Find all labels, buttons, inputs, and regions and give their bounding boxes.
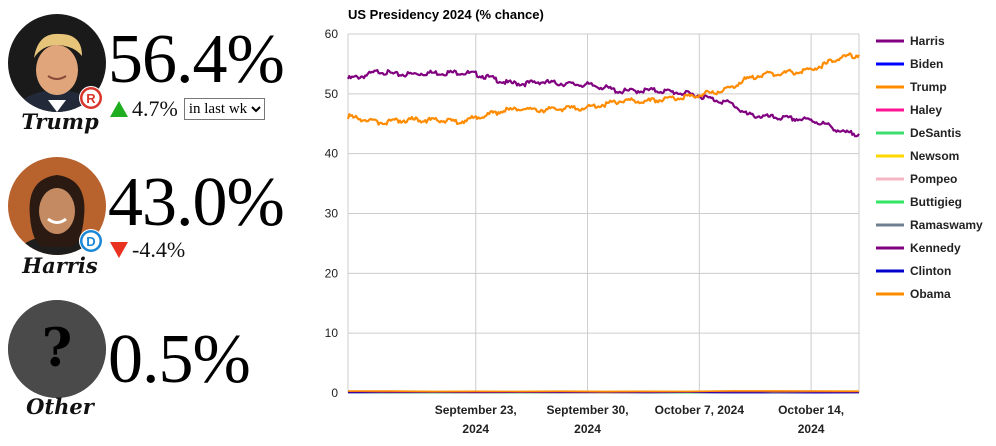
presidency-odds-chart: US Presidency 2024 (% chance) 0 10 20 30 40 5… [325,7,983,436]
x-tick-label: October 14, [778,403,844,417]
y-tick-label: 30 [325,207,339,221]
other-avatar: ? [8,300,106,398]
legend-item-harris[interactable]: Harris [876,34,945,48]
x-tick-label-year: 2024 [462,422,489,436]
candidate-name: Other [26,394,94,419]
legend-item-obama[interactable]: Obama [876,287,951,301]
question-mark-icon: ? [8,300,106,398]
trump-avatar [8,14,106,112]
x-tick-label: October 7, 2024 [655,403,745,417]
legend-label: Obama [910,287,951,301]
x-tick-label-year: 2024 [574,422,601,436]
series-line-obama [348,390,860,393]
x-axis-ticks: September 23, 2024 September 30, 2024 Octobe… [435,403,844,436]
chart-series [346,52,860,394]
harris-portrait-icon [8,157,106,255]
weekly-change: -4.4% [110,237,185,263]
legend-label: Trump [910,80,947,94]
win-percentage: 43.0% [108,164,285,241]
win-percentage: 0.5% [108,321,251,398]
series-line-trump [346,52,860,126]
legend-item-newsom[interactable]: Newsom [876,149,959,163]
chart-title: US Presidency 2024 (% chance) [348,7,544,22]
y-tick-label: 0 [331,386,338,400]
candidate-trump: R Trump 56.4% 4.7% in last wk [0,0,310,140]
svg-text:?: ? [42,318,72,379]
legend-label: Newsom [910,149,959,163]
legend-item-pompeo[interactable]: Pompeo [876,172,957,186]
arrow-up-icon [110,101,128,117]
legend-item-clinton[interactable]: Clinton [876,264,951,278]
legend-label: Biden [910,57,943,71]
y-tick-label: 60 [325,27,339,41]
legend-label: Harris [910,34,945,48]
legend-label: Buttigieg [910,195,962,209]
change-value: -4.4% [132,237,186,262]
arrow-down-icon [110,242,128,258]
series-line-harris [347,68,860,138]
legend-label: Kennedy [910,241,961,255]
weekly-change: 4.7% in last wk [110,96,265,122]
candidate-name: Harris [22,253,98,278]
y-tick-label: 20 [325,266,339,280]
legend-label: Haley [910,103,942,117]
y-tick-label: 40 [325,147,339,161]
period-select[interactable]: in last wk [183,98,265,120]
candidate-harris: D Harris 43.0% -4.4% [0,150,310,290]
y-axis-ticks: 0 10 20 30 40 50 60 [325,27,339,400]
harris-avatar [8,157,106,255]
trump-portrait-icon [8,14,106,112]
y-tick-label: 10 [325,326,339,340]
legend-label: Ramaswamy [910,218,983,232]
legend-label: DeSantis [910,126,962,140]
democratic-party-badge: D [79,229,103,253]
svg-text:R: R [86,91,96,106]
x-tick-label: September 23, [435,403,517,417]
republican-party-badge: R [79,86,103,110]
legend-label: Pompeo [910,172,957,186]
candidate-other: ? Other 0.5% [0,298,310,438]
legend-item-desantis[interactable]: DeSantis [876,126,962,140]
y-tick-label: 50 [325,87,339,101]
legend-item-kennedy[interactable]: Kennedy [876,241,961,255]
legend-item-buttigieg[interactable]: Buttigieg [876,195,962,209]
legend-item-haley[interactable]: Haley [876,103,942,117]
candidate-name: Trump [21,109,99,134]
x-tick-label-year: 2024 [798,422,825,436]
legend-item-biden[interactable]: Biden [876,57,943,71]
svg-text:D: D [86,234,95,249]
win-percentage: 56.4% [108,21,285,98]
legend-label: Clinton [910,264,951,278]
chart-legend[interactable]: Harris Biden Trump Haley DeSantis Newsom Pompe… [876,34,983,301]
x-tick-label: September 30, [547,403,629,417]
legend-item-trump[interactable]: Trump [876,80,947,94]
change-value: 4.7% [132,96,178,121]
legend-item-ramaswamy[interactable]: Ramaswamy [876,218,983,232]
